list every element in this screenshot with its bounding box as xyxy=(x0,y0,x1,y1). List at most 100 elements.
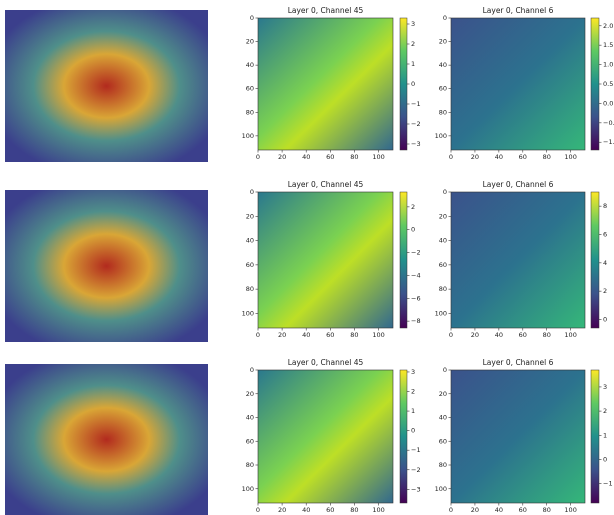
colorbar-tick-label: 0.5 xyxy=(603,80,613,88)
x-tick-label: 80 xyxy=(543,506,551,514)
x-tick-label: 20 xyxy=(471,153,479,161)
x-tick-label: 0 xyxy=(449,331,453,339)
colorbar-tick-label: −0.5 xyxy=(603,119,614,127)
colorbar-tick-label: −4 xyxy=(411,271,421,279)
y-tick-label: 0 xyxy=(443,188,447,196)
x-tick-label: 80 xyxy=(543,153,551,161)
colorbar xyxy=(591,192,599,328)
y-tick-label: 80 xyxy=(439,461,447,469)
colorbar-tick-label: 0.0 xyxy=(603,99,613,107)
colorbar-tick-label: −1 xyxy=(411,446,421,454)
colorbar-tick-label: −2 xyxy=(411,466,421,474)
colorbar-tick-label: 2 xyxy=(411,40,415,48)
cam-image xyxy=(5,10,208,162)
y-tick-label: 0 xyxy=(250,14,254,22)
x-tick-label: 60 xyxy=(519,153,527,161)
colorbar-tick-label: 3 xyxy=(411,20,415,28)
y-tick-label: 80 xyxy=(439,108,447,116)
colorbar-tick-label: −8 xyxy=(411,317,421,325)
colorbar xyxy=(400,192,407,328)
y-tick-label: 100 xyxy=(435,485,447,493)
panel-title: Layer 0, Channel 45 xyxy=(288,180,364,189)
y-tick-label: 20 xyxy=(439,390,447,398)
y-tick-label: 100 xyxy=(242,309,254,317)
x-tick-label: 80 xyxy=(350,153,358,161)
colorbar xyxy=(591,18,599,150)
x-tick-label: 0 xyxy=(256,506,260,514)
x-tick-label: 60 xyxy=(326,153,334,161)
colorbar-tick-label: −3 xyxy=(411,140,421,148)
x-tick-label: 100 xyxy=(564,153,576,161)
y-tick-label: 100 xyxy=(435,309,447,317)
x-tick-label: 20 xyxy=(278,331,286,339)
heatmap-image xyxy=(258,370,393,503)
colorbar-tick-label: 0 xyxy=(411,427,415,435)
panel-title: Layer 0, Channel 6 xyxy=(483,358,554,367)
y-tick-label: 60 xyxy=(439,85,447,93)
y-tick-label: 100 xyxy=(242,485,254,493)
colorbar xyxy=(400,18,407,150)
x-tick-label: 60 xyxy=(519,506,527,514)
x-tick-label: 0 xyxy=(256,153,260,161)
y-tick-label: 40 xyxy=(439,61,447,69)
colorbar-tick-label: 4 xyxy=(603,259,607,267)
y-tick-label: 100 xyxy=(435,132,447,140)
colorbar-tick-label: 0 xyxy=(411,226,415,234)
cam-image xyxy=(5,364,208,515)
x-tick-label: 100 xyxy=(564,331,576,339)
colorbar xyxy=(591,370,599,503)
colorbar-tick-label: 3 xyxy=(603,383,607,391)
y-tick-label: 40 xyxy=(246,237,254,245)
x-tick-label: 100 xyxy=(372,153,384,161)
y-tick-label: 100 xyxy=(242,132,254,140)
x-tick-label: 80 xyxy=(543,331,551,339)
y-tick-label: 60 xyxy=(246,261,254,269)
panel-title: Layer 0, Channel 45 xyxy=(288,358,364,367)
x-tick-label: 40 xyxy=(302,506,310,514)
y-tick-label: 20 xyxy=(246,390,254,398)
page: Layer 0, Channel 45020406080100020406080… xyxy=(0,0,614,515)
colorbar-tick-label: −6 xyxy=(411,294,421,302)
x-tick-label: 0 xyxy=(449,506,453,514)
y-tick-label: 60 xyxy=(439,437,447,445)
x-tick-label: 80 xyxy=(350,331,358,339)
colorbar-tick-label: 1.0 xyxy=(603,61,613,69)
heatmap-image xyxy=(258,18,393,150)
x-tick-label: 0 xyxy=(256,331,260,339)
colorbar-tick-label: −3 xyxy=(411,485,421,493)
x-tick-label: 0 xyxy=(449,153,453,161)
y-tick-label: 40 xyxy=(439,414,447,422)
colorbar-tick-label: 2 xyxy=(603,407,607,415)
colorbar-tick-label: 1 xyxy=(411,407,415,415)
colorbar-tick-label: −1.0 xyxy=(603,138,614,146)
y-tick-label: 60 xyxy=(246,85,254,93)
x-tick-label: 40 xyxy=(495,153,503,161)
x-tick-label: 20 xyxy=(471,506,479,514)
y-tick-label: 0 xyxy=(250,366,254,374)
x-tick-label: 80 xyxy=(350,506,358,514)
panel-title: Layer 0, Channel 6 xyxy=(483,180,554,189)
y-tick-label: 20 xyxy=(246,212,254,220)
colorbar-tick-label: −2 xyxy=(411,249,421,257)
x-tick-label: 100 xyxy=(372,331,384,339)
x-tick-label: 20 xyxy=(471,331,479,339)
y-tick-label: 60 xyxy=(439,261,447,269)
colorbar-tick-label: 1.5 xyxy=(603,41,613,49)
heatmap-image xyxy=(451,192,585,328)
y-tick-label: 0 xyxy=(443,14,447,22)
colorbar-tick-label: 0 xyxy=(411,80,415,88)
panel-title: Layer 0, Channel 45 xyxy=(288,6,364,15)
x-tick-label: 60 xyxy=(326,331,334,339)
y-tick-label: 80 xyxy=(246,461,254,469)
y-tick-label: 40 xyxy=(246,61,254,69)
heatmap-image xyxy=(258,192,393,328)
colorbar-tick-label: 6 xyxy=(603,231,607,239)
cam-image xyxy=(5,190,208,342)
colorbar-tick-label: 2 xyxy=(411,203,415,211)
colorbar-tick-label: 0 xyxy=(603,455,607,463)
x-tick-label: 40 xyxy=(495,506,503,514)
colorbar-tick-label: 2.0 xyxy=(603,22,613,30)
heatmap-image xyxy=(451,370,585,503)
y-tick-label: 80 xyxy=(246,108,254,116)
y-tick-label: 20 xyxy=(246,38,254,46)
